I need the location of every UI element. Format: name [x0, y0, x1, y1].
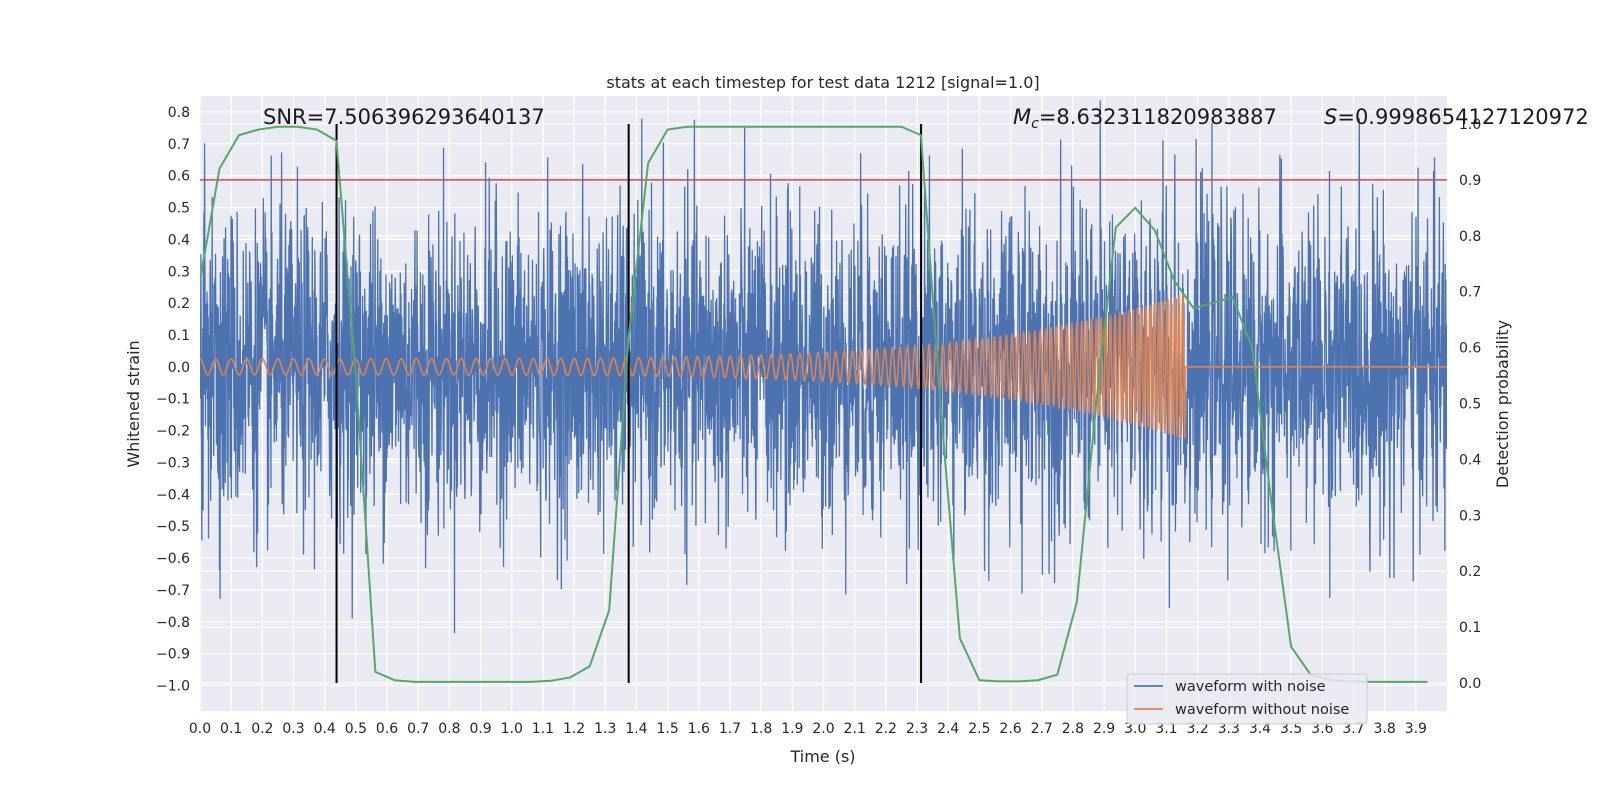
s-annotation: S=0.9998654127120972	[1324, 105, 1589, 129]
right-axis-title: Detection probability	[1493, 320, 1512, 488]
x-tick-label: 0.6	[376, 721, 398, 737]
right-tick-label: 1.0	[1459, 117, 1481, 133]
y-tick-label: 0.6	[168, 169, 190, 185]
s-symbol: S	[1324, 105, 1337, 129]
x-tick-label: 3.2	[1186, 721, 1208, 737]
x-tick-label: 2.0	[812, 721, 834, 737]
x-tick-label: 1.4	[625, 721, 647, 737]
right-tick-label: 0.4	[1459, 452, 1481, 468]
y-tick-label: 0.8	[168, 105, 190, 121]
x-tick-label: 2.3	[906, 721, 928, 737]
x-tick-label: 0.4	[314, 721, 336, 737]
x-tick-label: 1.9	[781, 721, 803, 737]
right-axis-ticks: 1.0 0.9 0.8 0.7 0.6 0.5 0.4 0.3 0.2 0.1 0.0	[1459, 117, 1481, 692]
right-tick-label: 0.5	[1459, 397, 1481, 413]
x-tick-label: 3.3	[1218, 721, 1240, 737]
x-axis-title: Time (s)	[789, 747, 855, 766]
right-tick-label: 0.9	[1459, 173, 1481, 189]
x-tick-label: 2.7	[1031, 721, 1053, 737]
x-tick-label: 3.6	[1311, 721, 1333, 737]
chirp-mass-symbol: M	[1013, 105, 1031, 129]
series-waveform-without-noise	[200, 294, 1447, 439]
series-detection-probability	[200, 125, 1428, 683]
chirp-mass-value: =8.632311820983887	[1039, 105, 1277, 129]
right-tick-label: 0.2	[1459, 564, 1481, 580]
right-tick-label: 0.8	[1459, 229, 1481, 245]
x-tick-label: 2.1	[844, 721, 866, 737]
y-tick-label: −0.4	[156, 487, 190, 503]
chirp-mass-subscript: c	[1031, 116, 1039, 132]
x-tick-label: 2.2	[875, 721, 897, 737]
x-tick-label: 0.2	[251, 721, 273, 737]
y-tick-label: −0.2	[156, 424, 190, 440]
right-tick-label: 0.1	[1459, 620, 1481, 636]
x-tick-label: 3.9	[1405, 721, 1427, 737]
y-tick-label: 0.1	[168, 328, 190, 344]
y-axis-title: Whitened strain	[124, 340, 143, 467]
y-tick-label: 0.3	[168, 264, 190, 280]
x-tick-label: 0.3	[282, 721, 304, 737]
y-tick-label: 0.0	[168, 360, 190, 376]
x-axis-ticks: 0.0 0.1 0.2 0.3 0.4 0.5 0.6 0.7 0.8 0.9 1.0 1.1 1.2 1…	[189, 721, 1427, 737]
right-tick-label: 0.0	[1459, 676, 1481, 692]
right-tick-label: 0.7	[1459, 285, 1481, 301]
x-tick-label: 3.4	[1249, 721, 1271, 737]
legend: waveform with noise waveform without noi…	[1126, 673, 1368, 725]
y-tick-label: 0.7	[168, 137, 190, 153]
y-tick-label: −0.6	[156, 551, 190, 567]
x-tick-label: 0.5	[345, 721, 367, 737]
y-tick-label: −1.0	[156, 679, 190, 695]
x-tick-label: 0.9	[469, 721, 491, 737]
y-axis-ticks: 0.8 0.7 0.6 0.5 0.4 0.3 0.2 0.1 0.0 −0.1 −0.2 −0.3 −…	[156, 105, 190, 695]
legend-label-noise: waveform with noise	[1175, 679, 1326, 695]
y-tick-label: −0.8	[156, 615, 190, 631]
x-tick-label: 2.6	[999, 721, 1021, 737]
x-tick-label: 2.8	[1062, 721, 1084, 737]
x-tick-label: 1.1	[532, 721, 554, 737]
x-tick-label: 1.5	[656, 721, 678, 737]
x-tick-label: 2.5	[968, 721, 990, 737]
x-tick-label: 0.1	[220, 721, 242, 737]
chirp-mass-annotation: Mc=8.632311820983887	[1013, 105, 1277, 132]
s-value: =0.9998654127120972	[1337, 105, 1588, 129]
x-tick-label: 1.7	[719, 721, 741, 737]
y-tick-label: 0.4	[168, 232, 190, 248]
x-tick-label: 3.5	[1280, 721, 1302, 737]
y-tick-label: −0.5	[156, 519, 190, 535]
right-tick-label: 0.6	[1459, 341, 1481, 357]
legend-label-clean: waveform without noise	[1175, 702, 1349, 718]
x-tick-label: 1.6	[688, 721, 710, 737]
snr-annotation: SNR=7.506396293640137	[263, 105, 545, 129]
y-tick-label: 0.2	[168, 296, 190, 312]
chart-title: stats at each timestep for test data 121…	[606, 73, 1039, 92]
x-tick-label: 0.0	[189, 721, 211, 737]
y-tick-label: −0.7	[156, 583, 190, 599]
x-tick-label: 0.7	[407, 721, 429, 737]
y-tick-label: 0.5	[168, 201, 190, 217]
legend-box	[1126, 673, 1368, 725]
x-tick-label: 3.8	[1374, 721, 1396, 737]
x-tick-label: 2.9	[1093, 721, 1115, 737]
y-tick-label: −0.3	[156, 455, 190, 471]
x-tick-label: 1.3	[594, 721, 616, 737]
x-tick-label: 1.2	[563, 721, 585, 737]
x-tick-label: 1.0	[501, 721, 523, 737]
x-tick-label: 1.8	[750, 721, 772, 737]
x-tick-label: 2.4	[937, 721, 959, 737]
right-tick-label: 0.3	[1459, 508, 1481, 524]
y-tick-label: −0.9	[156, 647, 190, 663]
x-tick-label: 3.1	[1155, 721, 1177, 737]
x-tick-label: 3.0	[1124, 721, 1146, 737]
x-tick-label: 0.8	[438, 721, 460, 737]
x-tick-label: 3.7	[1342, 721, 1364, 737]
y-tick-label: −0.1	[156, 392, 190, 408]
vertical-markers	[335, 123, 923, 684]
